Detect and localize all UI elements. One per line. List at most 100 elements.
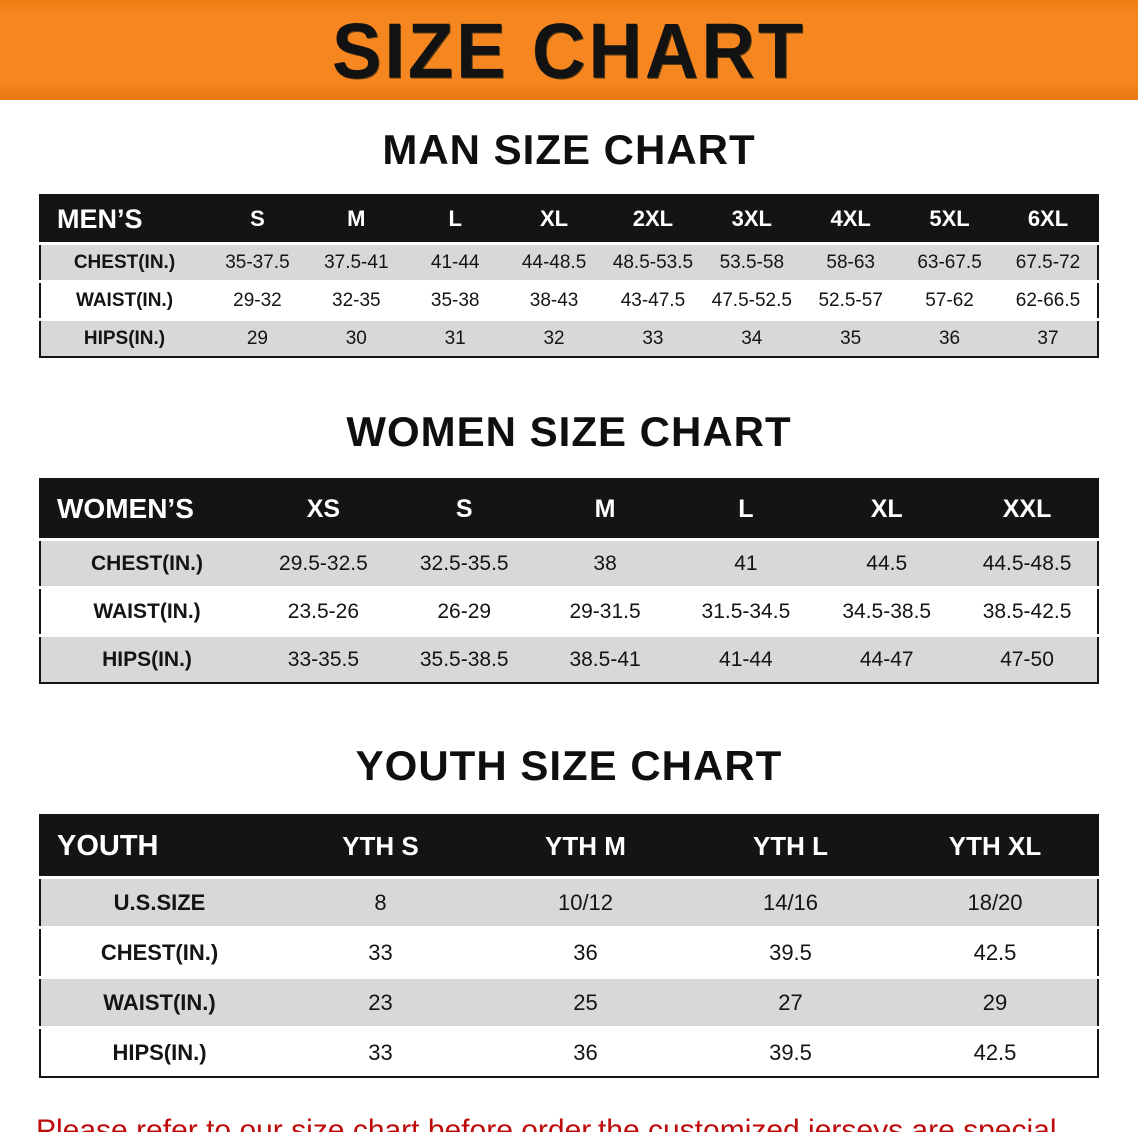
size-column-header: 2XL (603, 195, 703, 244)
mens-section: MAN SIZE CHART MEN’S S M L XL 2XL 3XL 4XL 5XL 6XL C… (0, 126, 1138, 358)
youth-section: YOUTH SIZE CHART YOUTH YTH S YTH M YTH L YTH … (0, 742, 1138, 1078)
size-column-header: M (534, 479, 676, 540)
size-cell: 42.5 (973, 939, 1017, 965)
size-cell: 23 (278, 977, 483, 1028)
table-header-row: WOMEN’S XS S M L XL XXL (40, 479, 1098, 540)
table-corner-label: MEN’S (40, 195, 208, 244)
size-cell: 47.5-52.5 (711, 289, 792, 311)
womens-section: WOMEN SIZE CHART WOMEN’S XS S M L XL XXL CHEST(I… (0, 408, 1138, 684)
womens-heading: WOMEN SIZE CHART (346, 408, 792, 455)
row-label: CHEST(IN.) (40, 539, 253, 588)
table-corner-label: WOMEN’S (40, 479, 253, 540)
size-cell: 47-50 (957, 635, 1098, 683)
size-cell: 31 (405, 319, 505, 357)
size-cell: 44.5-48.5 (957, 539, 1098, 588)
table-header-row: YOUTH YTH S YTH M YTH L YTH XL (40, 815, 1098, 878)
size-cell: 36 (573, 939, 598, 965)
size-cell: 29-31.5 (569, 599, 641, 623)
size-chart-banner: SIZE CHART (0, 0, 1138, 100)
size-cell: 43-47.5 (620, 289, 686, 311)
size-cell: 8 (278, 877, 483, 928)
youth-heading: YOUTH SIZE CHART (355, 742, 783, 789)
size-column-header: L (405, 195, 505, 244)
size-cell: 26-29 (437, 599, 492, 623)
table-row: CHEST(IN.) 29.5-32.5 32.5-35.5 38 41 44.5 44.5… (40, 539, 1098, 588)
size-cell: 38.5-42.5 (982, 599, 1072, 623)
row-label: HIPS(IN.) (40, 635, 253, 683)
size-cell: 33-35.5 (253, 635, 394, 683)
youth-size-table: YOUTH YTH S YTH M YTH L YTH XL U.S.SIZE 8 10/12… (39, 814, 1099, 1078)
size-cell: 38.5-41 (534, 635, 676, 683)
size-cell: 35-37.5 (208, 243, 307, 282)
size-cell: 44-47 (816, 635, 958, 683)
size-column-header: 6XL (999, 195, 1098, 244)
size-cell: 41 (675, 539, 817, 588)
size-cell: 41-44 (675, 635, 817, 683)
size-cell: 53.5-58 (702, 243, 802, 282)
size-column-header: XL (816, 479, 958, 540)
size-cell: 33 (603, 319, 703, 357)
size-cell: 41-44 (405, 243, 505, 282)
table-row: CHEST(IN.) 35-37.5 37.5-41 41-44 44-48.5 48.5… (40, 243, 1098, 282)
size-cell: 31.5-34.5 (701, 599, 791, 623)
size-cell: 57-62 (925, 289, 974, 311)
size-cell: 32.5-35.5 (393, 539, 535, 588)
size-cell: 62-66.5 (1015, 289, 1081, 311)
size-cell: 63-67.5 (900, 243, 999, 282)
size-cell: 14/16 (688, 877, 893, 928)
row-label: CHEST(IN.) (40, 243, 208, 282)
size-cell: 44-48.5 (504, 243, 604, 282)
size-cell: 48.5-53.5 (603, 243, 703, 282)
size-cell: 36 (573, 1039, 598, 1065)
mens-heading: MAN SIZE CHART (382, 126, 756, 173)
size-cell: 29-32 (233, 289, 282, 311)
table-corner-label: YOUTH (40, 815, 278, 878)
size-column-header: YTH M (483, 815, 688, 878)
size-cell: 33 (368, 939, 393, 965)
size-column-header: 4XL (801, 195, 901, 244)
size-cell: 10/12 (483, 877, 688, 928)
footer-note-line1: Please refer to our size chart before or… (36, 1114, 1057, 1132)
size-cell: 39.5 (769, 1039, 812, 1065)
row-label: U.S.SIZE (40, 877, 278, 928)
size-cell: 27 (688, 977, 893, 1028)
size-column-header: YTH XL (893, 815, 1098, 878)
size-cell: 35-38 (430, 289, 480, 311)
size-cell: 42.5 (973, 1039, 1017, 1065)
table-header-row: MEN’S S M L XL 2XL 3XL 4XL 5XL 6XL (40, 195, 1098, 244)
size-column-header: S (393, 479, 535, 540)
size-cell: 18/20 (893, 877, 1098, 928)
size-cell: 39.5 (769, 939, 812, 965)
size-cell: 34 (702, 319, 802, 357)
size-column-header: S (208, 195, 307, 244)
size-cell: 32-35 (332, 289, 381, 311)
size-column-header: XS (253, 479, 394, 540)
row-label: WAIST(IN.) (75, 289, 174, 311)
size-cell: 38-43 (529, 289, 579, 311)
table-row: CHEST(IN.) 33 36 39.5 42.5 (40, 927, 1098, 978)
size-column-header: 5XL (900, 195, 999, 244)
size-cell: 33 (368, 1039, 393, 1065)
row-label: CHEST(IN.) (100, 939, 219, 965)
size-cell: 34.5-38.5 (842, 599, 932, 623)
size-cell: 36 (900, 319, 999, 357)
size-cell: 37.5-41 (306, 243, 406, 282)
size-column-header: L (675, 479, 817, 540)
size-column-header: XXL (957, 479, 1098, 540)
row-label: WAIST(IN.) (93, 599, 201, 623)
size-cell: 29 (893, 977, 1098, 1028)
size-cell: 29.5-32.5 (253, 539, 394, 588)
size-column-header: XL (504, 195, 604, 244)
size-cell: 23.5-26 (287, 599, 360, 623)
size-cell: 32 (504, 319, 604, 357)
banner-title: SIZE CHART (332, 6, 806, 94)
size-cell: 30 (306, 319, 406, 357)
size-cell: 52.5-57 (818, 289, 883, 311)
size-cell: 38 (534, 539, 676, 588)
size-cell: 58-63 (801, 243, 901, 282)
table-row: U.S.SIZE 8 10/12 14/16 18/20 (40, 877, 1098, 928)
size-cell: 25 (483, 977, 688, 1028)
size-cell: 35.5-38.5 (393, 635, 535, 683)
table-row: WAIST(IN.) 23 25 27 29 (40, 977, 1098, 1028)
sections: MAN SIZE CHART MEN’S S M L XL 2XL 3XL 4XL 5XL 6XL C… (0, 126, 1138, 1078)
